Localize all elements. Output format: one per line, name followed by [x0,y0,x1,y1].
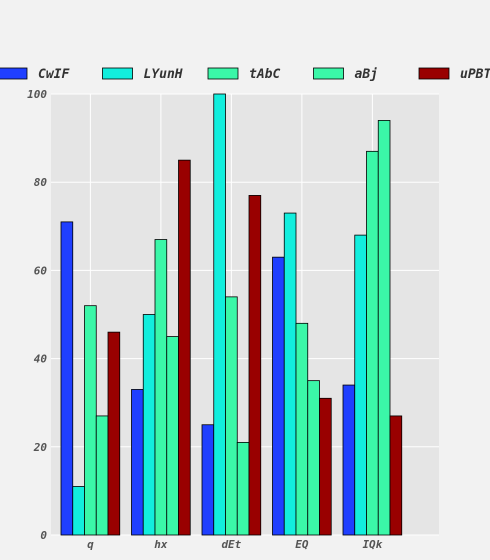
legend-label-CwIF: CwIF [38,67,70,82]
legend-label-aBj: aBj [355,67,378,82]
bar-LYunH-IQk [354,234,367,536]
y-tick-label-4: 80 [34,176,48,189]
bar-tAbC-q [84,305,97,536]
legend-label-uPBT: uPBT [460,67,490,82]
x-axis-ticks: q hx dEt EQ IQk [87,538,383,551]
x-tick-label-1: hx [154,538,168,551]
bar-uPBT-hx [178,159,191,536]
bar-aBj-hx [166,336,179,536]
legend: CwIF LYunH tAbC aBj uPBT [0,67,490,82]
bar-tAbC-dEt [225,296,238,536]
bar-tAbC-hx [154,239,168,536]
bar-uPBT-IQk [389,415,403,536]
legend-swatch-uPBT [418,67,450,80]
bar-tAbC-IQk [366,150,379,536]
bar-uPBT-q [107,331,121,536]
bar-CwIF-dEt [201,424,215,536]
y-tick-label-5: 100 [27,88,47,101]
legend-swatch-aBj [313,67,344,80]
bar-tAbC-EQ [295,322,309,536]
legend-swatch-tAbC [207,67,239,80]
bar-aBj-IQk [377,120,391,536]
bar-CwIF-hx [131,389,144,536]
x-tick-label-4: IQk [362,538,382,551]
x-tick-label-2: dEt [221,538,241,551]
y-axis-ticks: 0 20 40 60 80 100 [27,88,47,542]
legend-label-tAbC: tAbC [249,67,280,82]
legend-swatch-LYunH [102,67,133,80]
bar-aBj-EQ [307,380,320,536]
y-tick-label-3: 60 [34,264,48,277]
x-tick-label-3: EQ [295,538,309,551]
bar-LYunH-q [72,486,85,536]
bar-CwIF-q [60,221,74,536]
bar-uPBT-dEt [248,195,262,536]
x-tick-label-0: q [87,538,94,551]
bar-LYunH-dEt [213,93,226,536]
bar-aBj-dEt [236,441,250,536]
bar-LYunH-EQ [283,212,297,536]
bar-CwIF-EQ [272,256,285,536]
y-tick-label-1: 20 [33,441,48,454]
legend-swatch-CwIF [0,67,28,80]
bar-CwIF-IQk [342,384,356,536]
bar-LYunH-hx [142,314,156,536]
bar-uPBT-EQ [319,397,332,536]
legend-label-LYunH: LYunH [144,67,183,82]
y-tick-label-0: 0 [40,529,47,542]
bar-aBj-q [95,415,109,536]
bars [60,93,403,536]
y-tick-label-2: 40 [34,353,48,366]
